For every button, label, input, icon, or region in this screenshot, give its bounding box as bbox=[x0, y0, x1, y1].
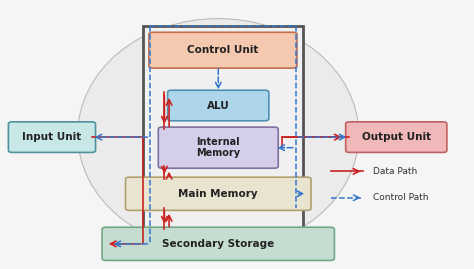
Text: Output Unit: Output Unit bbox=[362, 132, 431, 142]
Bar bbox=[143, 26, 302, 232]
FancyBboxPatch shape bbox=[346, 122, 447, 153]
Text: Control Path: Control Path bbox=[373, 193, 428, 202]
Text: Main Memory: Main Memory bbox=[178, 189, 258, 199]
FancyBboxPatch shape bbox=[126, 177, 311, 210]
FancyBboxPatch shape bbox=[102, 227, 335, 260]
Ellipse shape bbox=[78, 19, 359, 250]
FancyBboxPatch shape bbox=[9, 122, 96, 153]
Text: Internal
Memory: Internal Memory bbox=[196, 137, 240, 158]
Text: Control Unit: Control Unit bbox=[187, 45, 259, 55]
FancyBboxPatch shape bbox=[158, 127, 278, 168]
FancyBboxPatch shape bbox=[149, 32, 297, 68]
Text: Secondary Storage: Secondary Storage bbox=[162, 239, 274, 249]
Text: ALU: ALU bbox=[207, 101, 229, 111]
FancyBboxPatch shape bbox=[168, 90, 269, 121]
Text: Input Unit: Input Unit bbox=[22, 132, 82, 142]
Text: Data Path: Data Path bbox=[373, 167, 417, 176]
